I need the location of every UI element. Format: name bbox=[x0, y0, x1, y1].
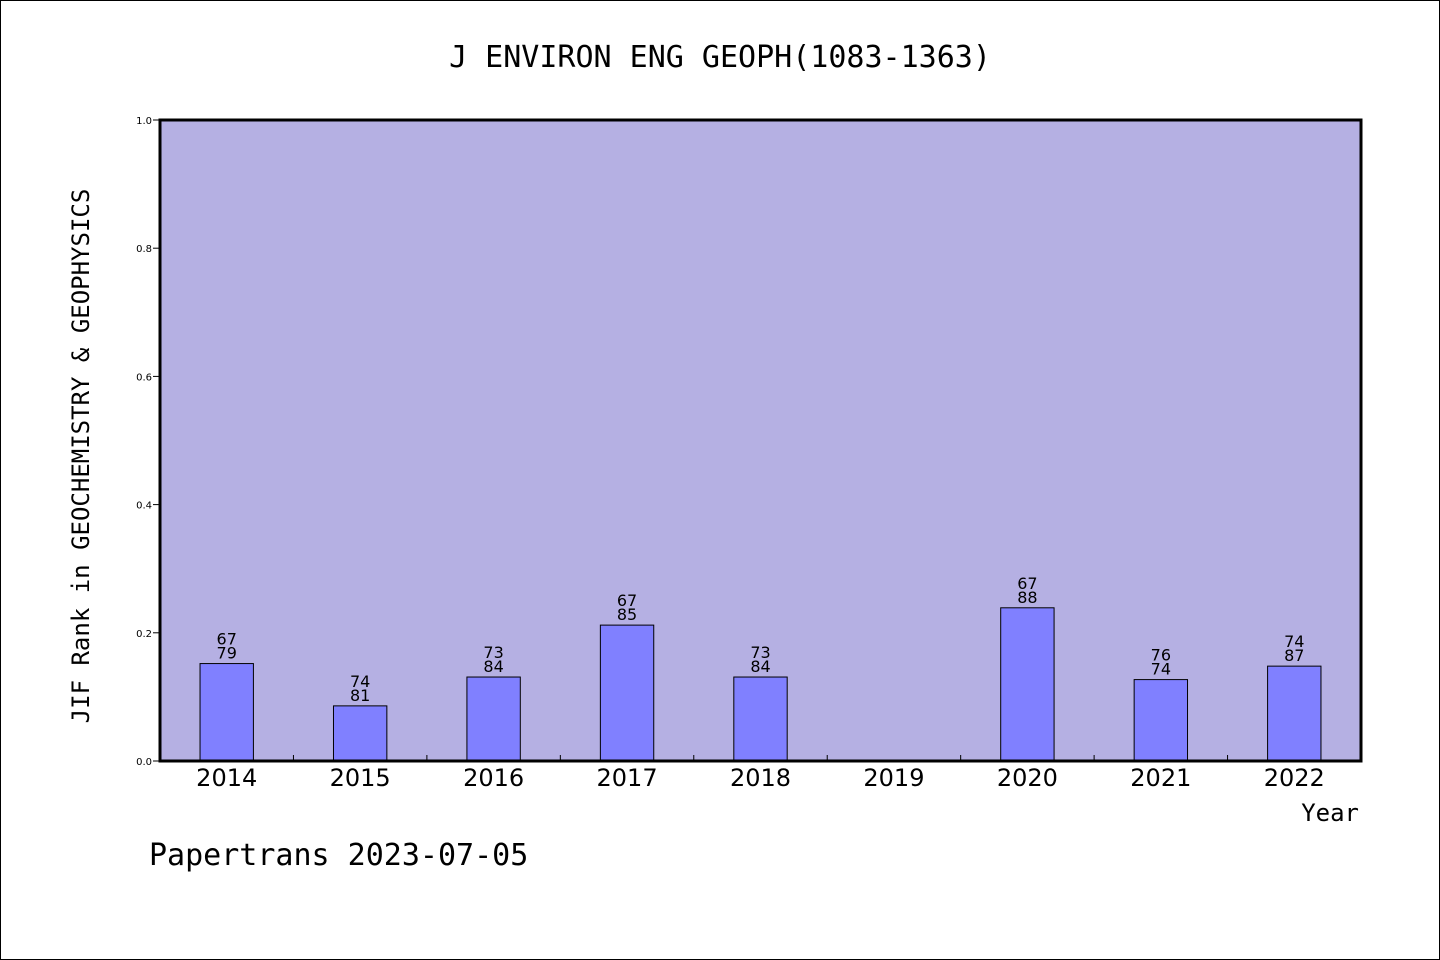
y-tick-label: 0.6 bbox=[136, 372, 152, 383]
bar-label-bottom: 85 bbox=[617, 605, 637, 624]
bar-label-top: 67 bbox=[617, 591, 637, 610]
bar-label-top: 74 bbox=[1284, 632, 1304, 651]
bar-label-bottom: 74 bbox=[1151, 660, 1171, 679]
bar-label-top: 73 bbox=[750, 643, 770, 662]
bar bbox=[466, 676, 521, 762]
x-tick-label: 2021 bbox=[1130, 764, 1191, 792]
x-tick-label: 2018 bbox=[730, 764, 791, 792]
bar bbox=[1000, 607, 1055, 762]
y-tick-label: 0.8 bbox=[136, 244, 152, 255]
bar-label-top: 74 bbox=[350, 672, 370, 691]
bar-label-bottom: 84 bbox=[483, 657, 503, 676]
y-axis: 0.0 0.2 0.4 0.6 0.8 1.0 bbox=[136, 116, 160, 768]
y-tick-label: 0.4 bbox=[136, 501, 152, 512]
y-tick-label: 0.2 bbox=[136, 629, 152, 640]
y-axis-label: JIF Rank in GEOCHEMISTRY & GEOPHYSICS bbox=[67, 189, 95, 724]
x-tick-label: 2022 bbox=[1264, 764, 1325, 792]
bar bbox=[1267, 665, 1322, 762]
y-tick-label: 1.0 bbox=[136, 116, 152, 127]
x-tick-label: 2017 bbox=[597, 764, 658, 792]
x-tick-label: 2019 bbox=[863, 764, 924, 792]
y-tick-label: 0.0 bbox=[136, 757, 152, 768]
bar bbox=[199, 663, 254, 762]
bar-label-bottom: 79 bbox=[217, 644, 237, 663]
bar-label-bottom: 88 bbox=[1017, 588, 1037, 607]
bar-label-top: 67 bbox=[1017, 574, 1037, 593]
x-axis: 2014 2015 2016 2017 2018 2019 2020 2021 2022 bbox=[196, 755, 1325, 792]
x-tick-label: 2014 bbox=[196, 764, 257, 792]
bar-label-top: 73 bbox=[483, 643, 503, 662]
chart-title: J ENVIRON ENG GEOPH(1083-1363) bbox=[449, 40, 991, 75]
bar bbox=[599, 624, 655, 762]
bar bbox=[1133, 679, 1189, 762]
plot-area bbox=[160, 120, 1361, 761]
bar-label-bottom: 81 bbox=[350, 686, 370, 705]
bar-label-top: 67 bbox=[217, 630, 237, 649]
x-tick-label: 2015 bbox=[330, 764, 391, 792]
footer-credit: Papertrans 2023-07-05 bbox=[149, 838, 528, 873]
bar-label-bottom: 87 bbox=[1284, 646, 1304, 665]
bar-label-bottom: 84 bbox=[750, 657, 770, 676]
bar bbox=[733, 676, 788, 762]
x-tick-label: 2016 bbox=[463, 764, 524, 792]
bar-label-top: 76 bbox=[1151, 646, 1171, 665]
x-axis-label: Year bbox=[1301, 799, 1359, 827]
x-tick-label: 2020 bbox=[997, 764, 1058, 792]
bar bbox=[332, 705, 388, 762]
plot-frame bbox=[158, 118, 1363, 763]
